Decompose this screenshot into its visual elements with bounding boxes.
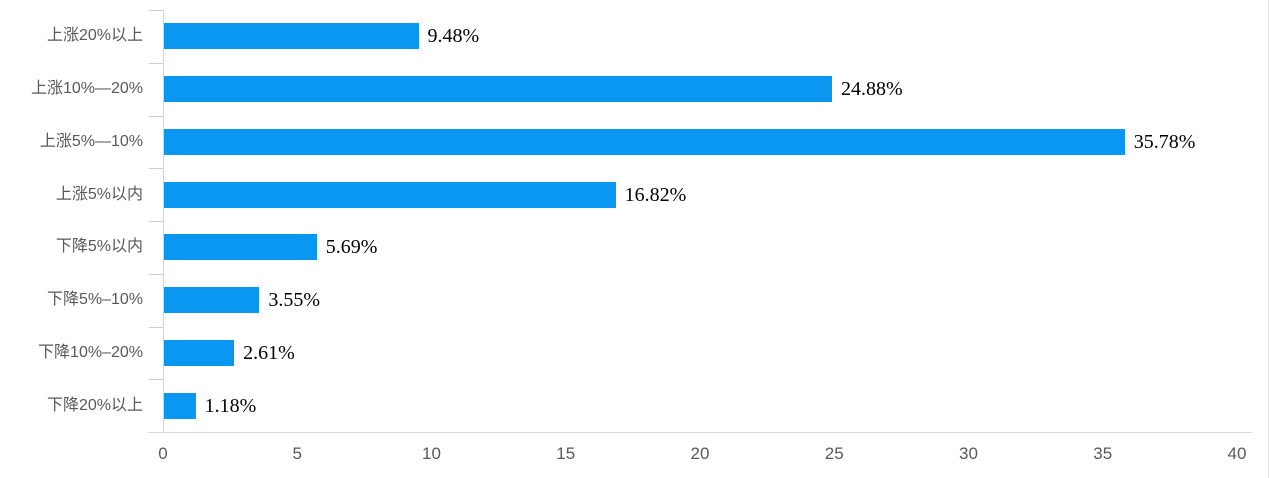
x-axis-tick-label: 35 [1093,444,1113,463]
x-axis-tick-label: 40 [1227,444,1247,463]
bar [164,339,235,366]
bar-value-label: 3.55% [268,289,320,312]
bar-value-label: 2.61% [243,341,295,364]
bar [164,23,419,50]
bar [164,128,1125,155]
bar-value-label: 35.78% [1133,130,1196,153]
bar-value-label: 9.48% [427,25,480,48]
category-label: 下降10%–20% [38,343,143,361]
bar [164,287,260,314]
x-axis-tick-label: 0 [158,444,168,463]
category-label: 上涨10%—20% [30,80,143,98]
category-tick-mark [149,379,163,381]
bar [164,181,616,208]
bar-value-label: 5.69% [325,236,378,259]
x-axis-tick-label: 15 [556,444,576,463]
bar [164,234,317,261]
bar [164,76,833,103]
category-label: 上涨20%以上 [46,27,143,45]
bar [164,392,196,419]
x-axis-tick-label: 5 [292,444,302,463]
category-tick-mark [149,62,163,64]
category-label: 上涨5%—10% [39,132,143,150]
category-label: 下降5%以内 [55,238,143,256]
category-tick-mark [149,326,163,328]
category-label: 下降5%–10% [46,291,143,309]
y-axis-line [163,10,164,432]
x-axis-tick-label: 30 [959,444,978,463]
category-tick-mark [149,221,163,222]
x-axis-tick-label: 20 [690,444,710,463]
category-tick-mark [149,115,163,117]
x-axis-tick-label: 25 [824,444,844,463]
bar-value-label: 1.18% [204,394,257,417]
category-tick-mark [149,273,163,275]
bar-value-label: 24.88% [841,78,903,101]
category-label: 下降20%以上 [46,396,143,414]
category-tick-mark [149,168,163,170]
category-tick-mark [149,10,163,11]
category-label: 上涨5%以内 [55,185,143,203]
x-axis-tick-label: 10 [422,444,441,463]
bar-value-label: 16.82% [624,183,687,206]
x-axis-line [148,432,1252,433]
